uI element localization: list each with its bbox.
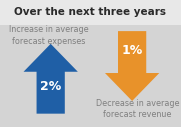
Text: Over the next three years: Over the next three years (14, 7, 167, 17)
FancyBboxPatch shape (0, 0, 181, 25)
Text: 1%: 1% (121, 44, 143, 57)
Text: Increase in average
forecast expenses: Increase in average forecast expenses (9, 25, 89, 45)
Text: Decrease in average
forecast revenue: Decrease in average forecast revenue (96, 99, 179, 119)
Text: 2%: 2% (40, 80, 61, 93)
Polygon shape (105, 31, 159, 101)
Polygon shape (24, 44, 78, 114)
